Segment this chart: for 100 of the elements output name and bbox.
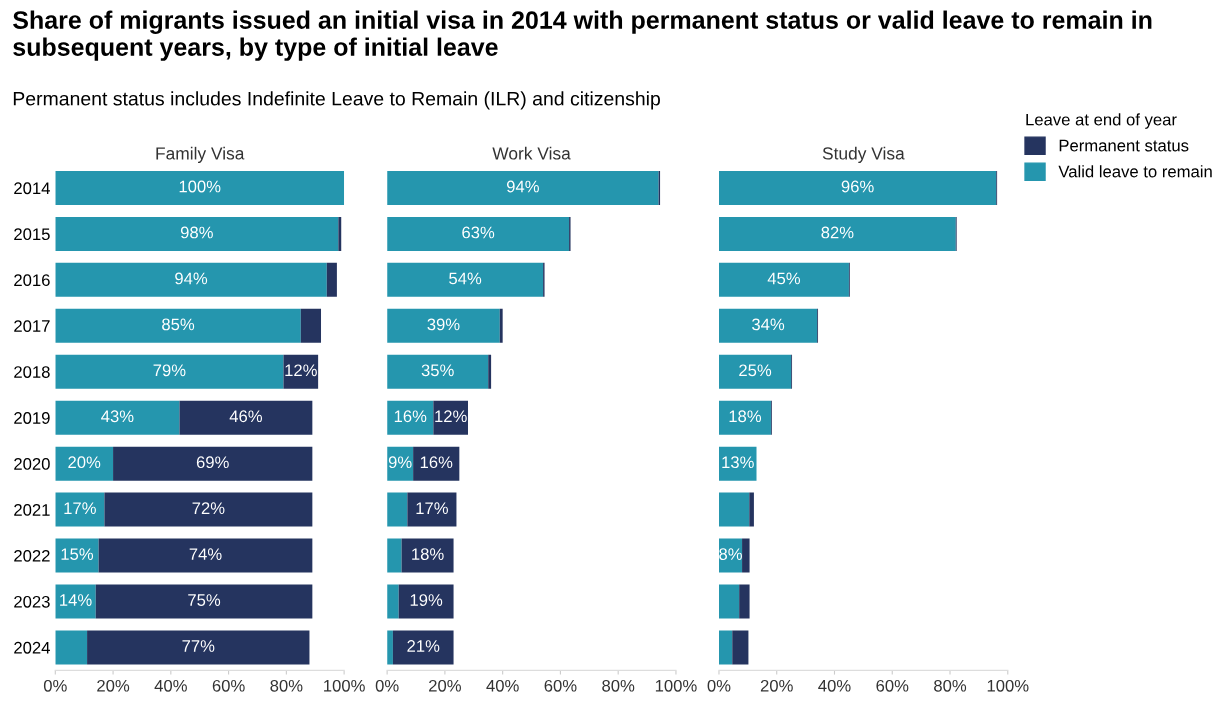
data-label: 8% — [719, 548, 742, 561]
bar — [55, 630, 88, 665]
bar — [732, 630, 749, 665]
x-tick-label: 20% — [97, 679, 130, 692]
bar — [98, 538, 313, 573]
x-tick-label: 20% — [429, 679, 461, 692]
bar — [387, 492, 408, 527]
legend-label: Valid leave to remain — [1058, 165, 1212, 178]
data-label: 25% — [739, 364, 772, 377]
bar — [413, 446, 460, 481]
bar — [718, 630, 733, 665]
data-label: 74% — [189, 548, 222, 560]
bar — [55, 170, 345, 205]
bar — [718, 584, 740, 619]
x-tick-label: 60% — [544, 679, 577, 692]
data-label: 12% — [435, 410, 467, 423]
data-label: 43% — [101, 410, 134, 423]
bar — [87, 630, 310, 665]
data-label: 19% — [410, 594, 443, 606]
x-tick-label: 0% — [43, 679, 67, 692]
bar — [401, 538, 454, 573]
data-label: 46% — [229, 410, 263, 423]
bar — [55, 400, 180, 435]
bar — [55, 308, 301, 343]
bar — [326, 262, 337, 297]
x-tick-label: 100% — [987, 679, 1029, 692]
bar — [718, 400, 771, 435]
bar — [742, 538, 750, 573]
data-label: 94% — [506, 180, 539, 193]
bar — [55, 492, 105, 527]
bar — [283, 354, 319, 389]
data-label: 63% — [462, 226, 495, 239]
data-label: 16% — [420, 456, 453, 469]
x-axis-title: Family Visa — [156, 146, 245, 164]
bar — [739, 584, 750, 619]
data-label: 96% — [841, 180, 874, 193]
bar — [113, 446, 313, 481]
y-tick-label: 2023 — [14, 595, 50, 608]
bar — [718, 354, 792, 389]
data-label: 18% — [412, 548, 444, 561]
y-tick-label: 2021 — [14, 503, 50, 516]
data-label: 16% — [394, 410, 427, 423]
data-label: 17% — [64, 502, 96, 514]
data-label: 35% — [421, 364, 454, 377]
bar — [338, 216, 342, 251]
data-label: 13% — [722, 456, 754, 469]
bar — [55, 354, 284, 389]
bar — [387, 308, 500, 343]
y-tick-label: 2022 — [14, 549, 50, 562]
bar — [488, 354, 492, 389]
x-tick-label: 80% — [270, 679, 303, 692]
data-label: 79% — [153, 364, 186, 377]
y-tick-label: 2020 — [14, 458, 50, 470]
bar — [55, 446, 114, 481]
bar — [300, 308, 322, 343]
legend-label: Permanent status — [1059, 139, 1189, 152]
bar — [387, 538, 402, 573]
data-label: 98% — [180, 226, 213, 239]
bar — [398, 584, 454, 619]
bar — [749, 492, 754, 527]
data-label: 72% — [192, 502, 225, 514]
bar — [718, 216, 956, 251]
y-tick-label: 2024 — [14, 641, 50, 654]
data-label: 75% — [188, 594, 221, 606]
x-tick-label: 80% — [934, 679, 967, 692]
data-label: 82% — [821, 226, 854, 239]
bar — [55, 262, 327, 297]
x-tick-label: 100% — [655, 679, 697, 692]
bar — [55, 538, 99, 573]
x-tick-label: 40% — [154, 679, 187, 692]
y-tick-label: 2014 — [14, 182, 50, 195]
bar — [718, 262, 849, 297]
x-axis-title: Work Visa — [492, 146, 571, 160]
x-axis-title: Study Visa — [822, 146, 905, 164]
x-tick-label: 0% — [375, 679, 399, 692]
text: Share of migrants issued an initial visa in 2014 with permanent status or valid leave to remain in subsequent years, by type of initial leave — [13, 10, 1152, 61]
bar — [718, 170, 997, 205]
legend-title: Leave at end of year — [1026, 113, 1177, 129]
bar — [387, 400, 434, 435]
y-tick-label: 2015 — [14, 228, 50, 241]
bar — [387, 584, 399, 619]
bar — [387, 216, 570, 251]
bar — [387, 262, 544, 297]
x-tick-label: 40% — [486, 679, 519, 692]
bar — [387, 354, 489, 389]
bar — [718, 446, 757, 481]
data-label: 54% — [449, 272, 482, 285]
data-label: 94% — [175, 272, 208, 285]
data-label: 9% — [388, 456, 412, 469]
data-label: 17% — [416, 502, 448, 514]
y-tick-label: 2019 — [14, 412, 50, 424]
bar — [392, 630, 454, 665]
bar — [55, 584, 96, 619]
bar — [179, 400, 313, 435]
bar — [499, 308, 503, 343]
bar — [433, 400, 468, 435]
y-tick-label: 2016 — [14, 274, 50, 287]
data-label: 77% — [182, 640, 215, 652]
x-tick-label: 20% — [760, 679, 793, 692]
x-tick-label: 80% — [602, 679, 635, 692]
